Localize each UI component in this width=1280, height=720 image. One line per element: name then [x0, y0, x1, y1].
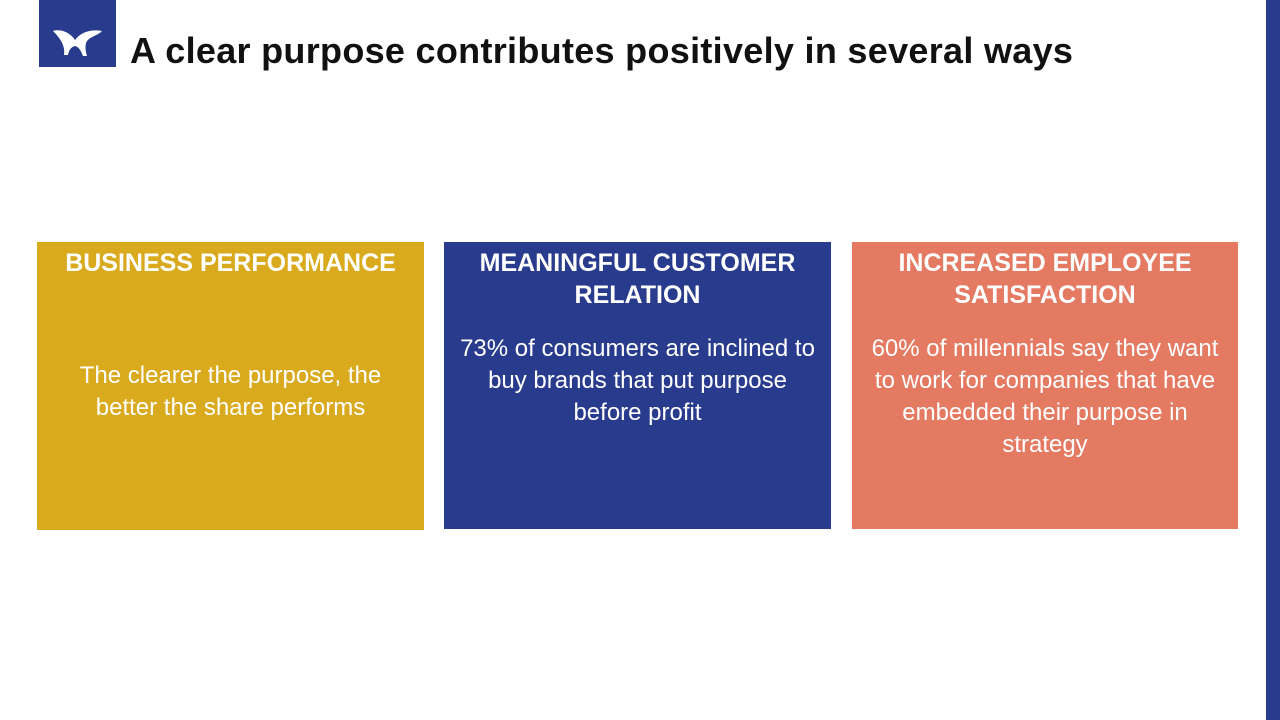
card-text: 73% of consumers are inclined to buy bra…: [460, 335, 815, 426]
logo: [39, 0, 116, 67]
card-text: 60% of millennials say they want to work…: [871, 335, 1219, 458]
card-employee-satisfaction: INCREASED EMPLOYEE SATISFACTION 60% of m…: [852, 242, 1238, 529]
card-title: INCREASED EMPLOYEE SATISFACTION: [898, 249, 1192, 309]
bird-wing-logo-icon: [53, 30, 102, 56]
card-customer-relation: MEANINGFUL CUSTOMER RELATION 73% of cons…: [444, 242, 831, 529]
right-accent-bar: [1266, 0, 1280, 720]
card-title: MEANINGFUL CUSTOMER RELATION: [479, 249, 796, 309]
card-title: BUSINESS PERFORMANCE: [65, 249, 396, 277]
card-business-performance: BUSINESS PERFORMANCE The clearer the pur…: [37, 242, 424, 530]
card-text: The clearer the purpose, the better the …: [79, 362, 382, 421]
page-title: A clear purpose contributes positively i…: [130, 30, 1074, 71]
